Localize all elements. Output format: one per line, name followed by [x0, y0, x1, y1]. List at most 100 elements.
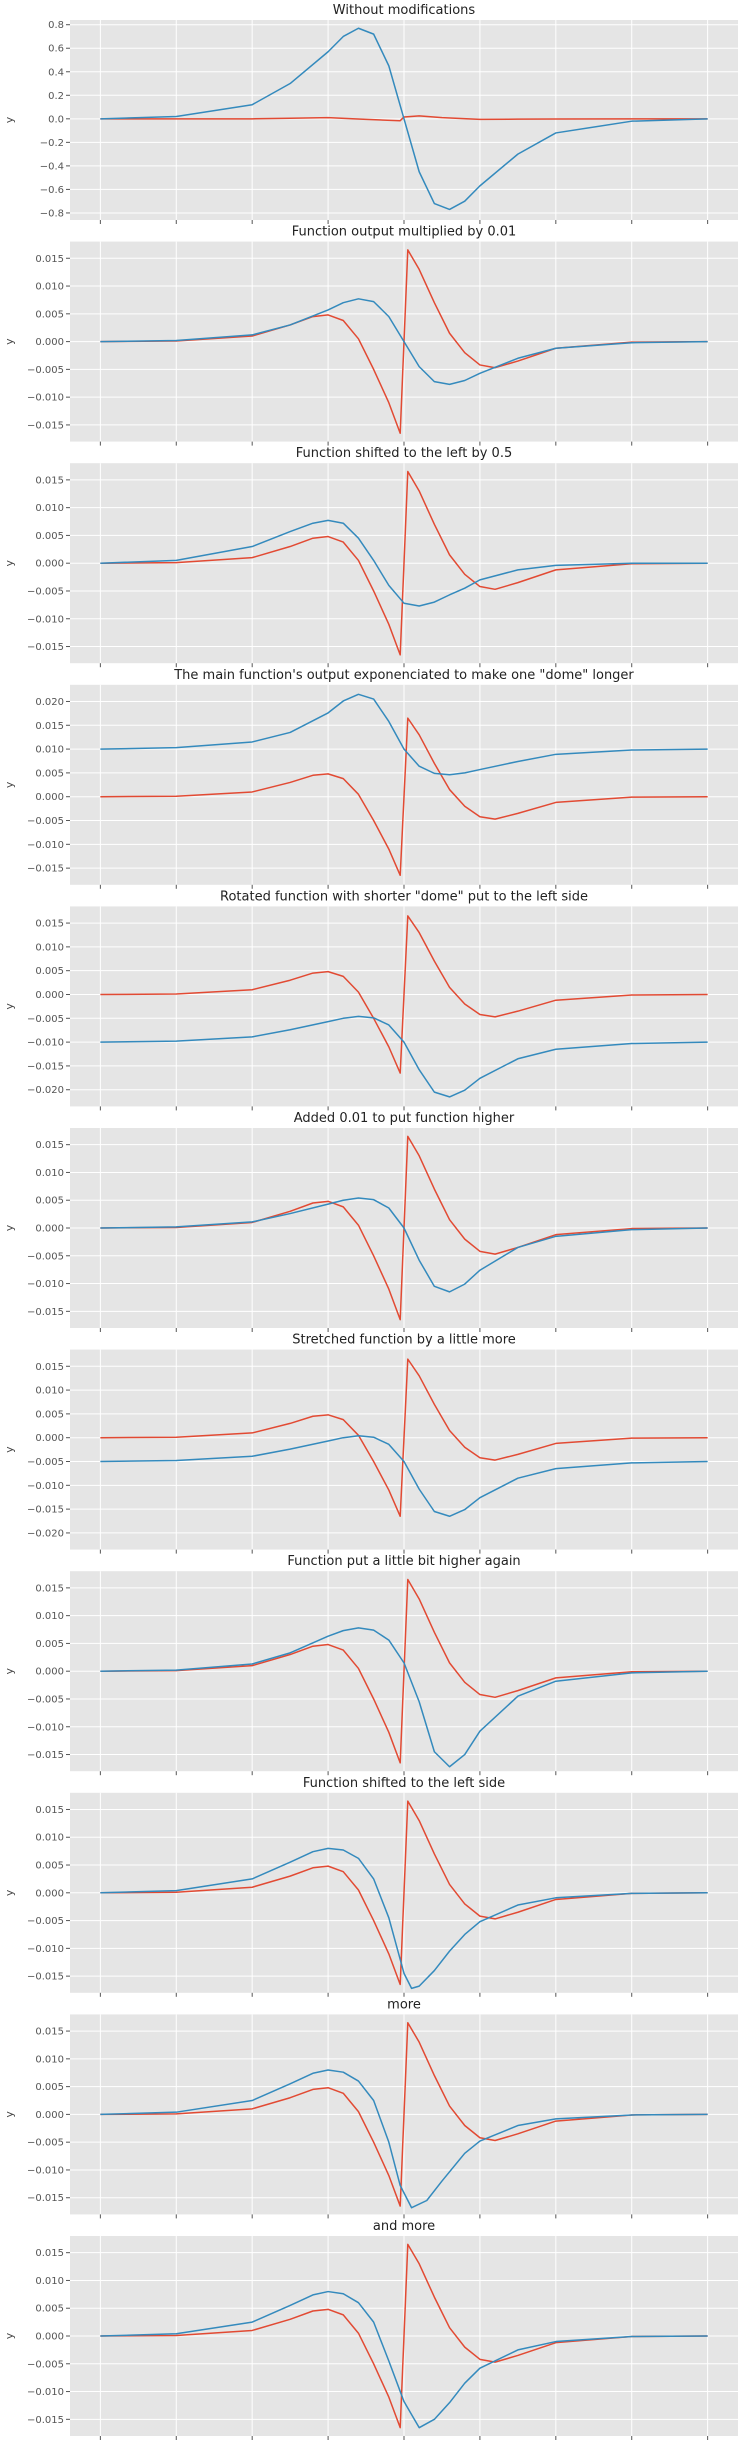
y-tick-label: −0.010: [27, 1279, 64, 1290]
y-tick-label: −0.005: [27, 1014, 64, 1025]
y-axis-label: y: [3, 781, 16, 788]
y-tick-label: 0.015: [35, 1805, 64, 1816]
y-tick-label: 0.015: [35, 919, 64, 930]
y-tick-label: −0.020: [27, 1528, 64, 1539]
chart-title: The main function's output exponenciated…: [173, 668, 634, 683]
y-tick-label: 0.2: [48, 91, 64, 102]
y-tick-label: 0.005: [35, 2082, 64, 2093]
y-tick-label: 0.005: [35, 1409, 64, 1420]
chart-panel-3: 0.015 0.010 0.005 0.000 −0.005 −0.010 −0.015 y F…: [3, 446, 738, 668]
y-tick-label: −0.015: [27, 642, 64, 653]
y-tick-label: 0.010: [35, 503, 64, 514]
series-line-1: [100, 915, 708, 1074]
y-tick-label: 0.015: [35, 1140, 64, 1151]
series-line-2: [100, 2290, 708, 2429]
chart-title: Function shifted to the left by 0.5: [296, 446, 512, 461]
series-line-2: [100, 519, 708, 607]
y-tick-label: −0.015: [27, 1750, 64, 1761]
y-tick-label: −0.015: [27, 1505, 64, 1516]
series-line-2: [100, 1197, 708, 1293]
y-tick-label: 0.015: [35, 721, 64, 732]
y-tick-label: −0.6: [40, 185, 64, 196]
y-tick-label: 0.005: [35, 768, 64, 779]
y-tick-label: −0.015: [27, 2193, 64, 2204]
chart-panel-9: 0.015 0.010 0.005 0.000 −0.005 −0.010 −0.015 y F…: [3, 1776, 738, 1997]
chart-panel-6: 0.015 0.010 0.005 0.000 −0.005 −0.010 −0.015 y A…: [3, 1111, 738, 1332]
series-line-2: [100, 1435, 708, 1518]
series-line-2: [100, 1627, 708, 1768]
y-tick-label: −0.010: [27, 1481, 64, 1492]
y-axis-label: y: [3, 116, 16, 123]
y-axis-label: y: [3, 1667, 16, 1674]
series-line-2: [100, 693, 708, 776]
y-tick-label: −0.010: [27, 840, 64, 851]
chart-panel-7: 0.015 0.010 0.005 0.000 −0.005 −0.010 −0.015 −0…: [3, 1333, 738, 1554]
chart-title: Stretched function by a little more: [292, 1333, 516, 1348]
chart-panel-4: 0.020 0.015 0.010 0.005 0.000 −0.005 −0.010 −0.…: [3, 668, 738, 889]
y-tick-label: 0.010: [35, 942, 64, 953]
y-tick-label: 0.000: [35, 559, 64, 570]
series-line-1: [100, 1358, 708, 1518]
y-tick-label: 0.4: [48, 67, 64, 78]
y-tick-label: −0.010: [27, 2387, 64, 2398]
chart-panel-8: 0.015 0.010 0.005 0.000 −0.005 −0.010 −0.015 y F…: [3, 1554, 738, 1776]
chart-panel-1: 0.8 0.6 0.4 0.2 0.0 −0.2 −0.4 −0.6 −0.8 y Without …: [3, 3, 738, 224]
series-line-1: [100, 470, 708, 656]
y-tick-label: 0.000: [35, 2110, 64, 2121]
chart-panel-10: 0.015 0.010 0.005 0.000 −0.005 −0.010 −0.015 y m…: [3, 1997, 738, 2219]
y-tick-label: 0.010: [35, 1168, 64, 1179]
y-tick-label: 0.005: [35, 1861, 64, 1872]
y-tick-label: 0.6: [48, 44, 64, 55]
y-tick-label: −0.015: [27, 1972, 64, 1983]
y-tick-label: −0.015: [27, 864, 64, 875]
chart-title: Function shifted to the left side: [303, 1776, 505, 1791]
y-tick-label: −0.015: [27, 1061, 64, 1072]
y-tick-label: 0.010: [35, 1386, 64, 1397]
y-tick-label: 0.015: [35, 1362, 64, 1373]
y-tick-label: −0.2: [40, 138, 64, 149]
series-line-2: [100, 2069, 708, 2209]
chart-panel-11: 0.0150.0100.0050.000−0.005−0.010−0.015−4…: [3, 2219, 738, 2440]
y-tick-label: −0.005: [27, 2138, 64, 2149]
y-tick-label: −0.005: [27, 816, 64, 827]
y-tick-label: 0.000: [35, 1224, 64, 1235]
y-tick-label: −0.8: [40, 208, 64, 219]
y-tick-label: 0.000: [35, 990, 64, 1001]
chart-title: Function put a little bit higher again: [287, 1554, 520, 1569]
chart-panel-5: 0.015 0.010 0.005 0.000 −0.005 −0.010 −0.015 −0…: [3, 889, 738, 1111]
y-axis-label: y: [3, 2111, 16, 2118]
series-line-2: [100, 298, 708, 386]
y-tick-label: 0.020: [35, 697, 64, 708]
y-tick-label: 0.015: [35, 2248, 64, 2259]
chart-title: more: [387, 1997, 421, 2012]
chart-title: Added 0.01 to put function higher: [294, 1111, 515, 1126]
y-tick-label: 0.000: [35, 792, 64, 803]
chart-title: Without modifications: [333, 3, 476, 18]
chart-title: Function output multiplied by 0.01: [292, 225, 517, 240]
series-line-1: [100, 2243, 708, 2429]
y-tick-label: 0.000: [35, 1888, 64, 1899]
series-line-1: [100, 1800, 708, 1986]
y-axis-label: y: [3, 1446, 16, 1453]
y-tick-label: 0.0: [48, 114, 64, 125]
y-tick-label: −0.005: [27, 2359, 64, 2370]
y-axis-label: y: [3, 338, 16, 345]
series-line-1: [100, 2021, 708, 2207]
chart-title: Rotated function with shorter "dome" put…: [220, 889, 588, 904]
y-tick-label: 0.005: [35, 2304, 64, 2315]
y-tick-label: −0.005: [27, 1251, 64, 1262]
y-tick-label: −0.005: [27, 365, 64, 376]
y-tick-label: −0.015: [27, 1307, 64, 1318]
series-line-2: [100, 1847, 708, 1990]
y-tick-label: 0.000: [35, 2332, 64, 2343]
y-tick-label: 0.8: [48, 20, 64, 31]
y-tick-label: −0.005: [27, 586, 64, 597]
y-axis-label: y: [3, 559, 16, 566]
y-tick-label: −0.010: [27, 1722, 64, 1733]
y-tick-label: 0.015: [35, 254, 64, 265]
y-tick-label: 0.000: [35, 1667, 64, 1678]
series-line-1: [100, 1578, 708, 1764]
y-tick-label: 0.000: [35, 1433, 64, 1444]
y-axis-label: y: [3, 1889, 16, 1896]
